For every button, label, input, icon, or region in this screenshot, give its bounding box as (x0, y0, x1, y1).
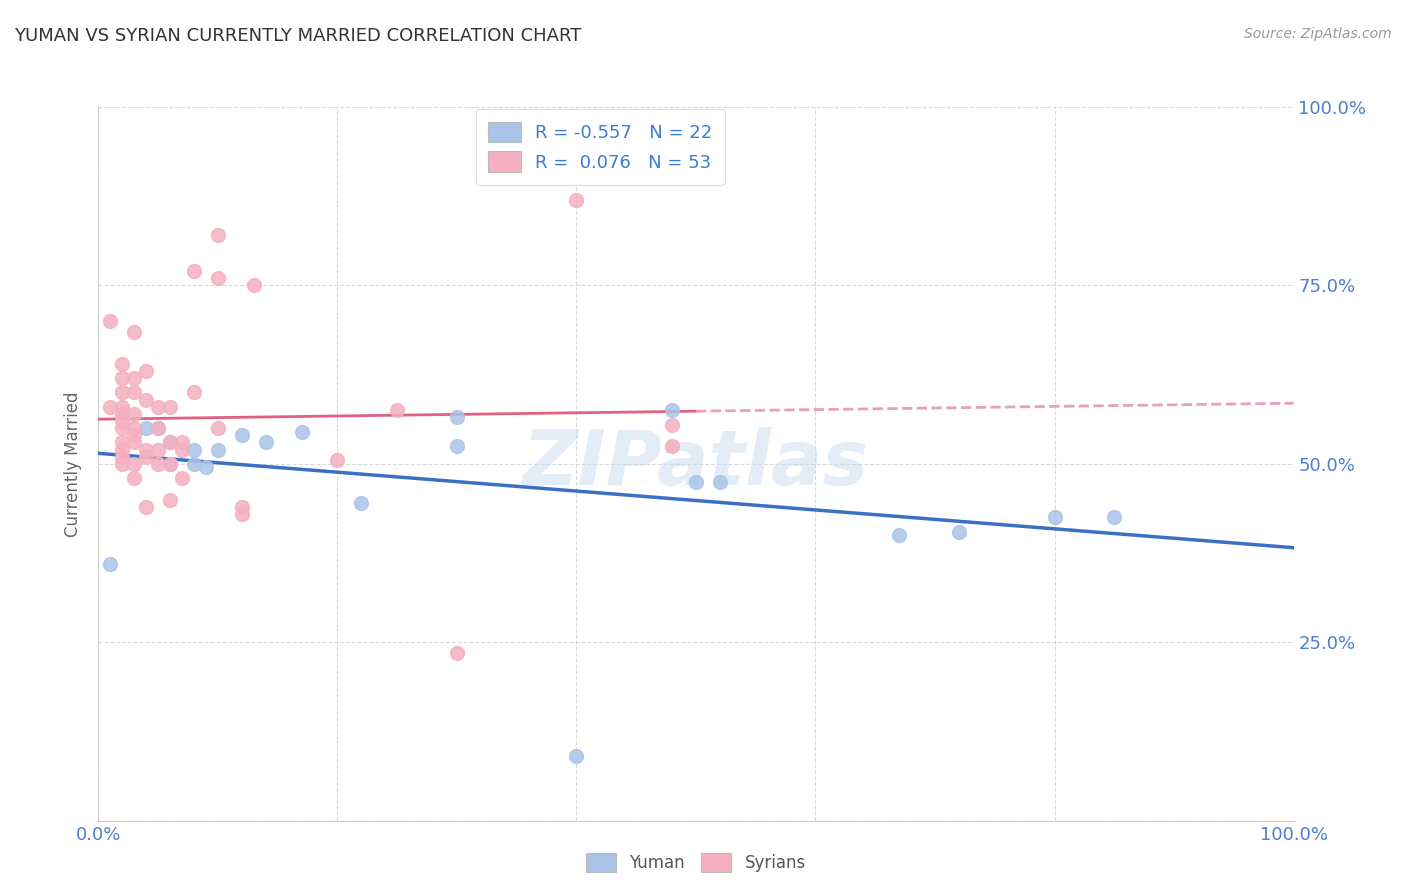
Point (111, 457, 134, 471)
Point (385, 403, 409, 417)
Point (207, 271, 229, 285)
Point (1102, 510, 1125, 524)
Point (148, 400, 170, 414)
Point (135, 392, 157, 407)
Point (111, 407, 134, 421)
Point (172, 435, 194, 450)
Point (111, 400, 134, 414)
Point (124, 421, 146, 435)
Point (159, 492, 181, 507)
Point (231, 500, 253, 514)
Point (111, 442, 134, 457)
Point (183, 442, 205, 457)
Point (135, 421, 157, 435)
Point (661, 439, 683, 453)
Point (124, 371, 146, 385)
Point (124, 325, 146, 339)
Point (207, 421, 229, 435)
Point (98, 557, 122, 571)
Point (111, 385, 134, 400)
Point (254, 435, 277, 450)
Point (183, 385, 205, 400)
Point (98, 314, 122, 328)
Point (183, 264, 205, 278)
Point (135, 450, 157, 464)
Point (350, 496, 373, 510)
Point (685, 475, 707, 489)
Point (159, 400, 181, 414)
Point (243, 278, 266, 293)
Text: YUMAN VS SYRIAN CURRENTLY MARRIED CORRELATION CHART: YUMAN VS SYRIAN CURRENTLY MARRIED CORREL… (14, 27, 582, 45)
Point (124, 457, 146, 471)
Point (231, 428, 253, 442)
Point (111, 450, 134, 464)
Point (709, 475, 731, 489)
Point (124, 435, 146, 450)
Point (124, 385, 146, 400)
Point (291, 425, 314, 439)
Point (948, 524, 970, 539)
Point (124, 407, 146, 421)
Point (148, 421, 170, 435)
Point (207, 442, 229, 457)
Point (148, 442, 170, 457)
Point (111, 357, 134, 371)
Point (565, 193, 588, 207)
Point (661, 403, 683, 417)
Point (159, 457, 181, 471)
Point (111, 435, 134, 450)
Point (159, 435, 181, 450)
Point (111, 414, 134, 428)
Point (565, 749, 588, 764)
Point (111, 371, 134, 385)
Text: ZIPatlas: ZIPatlas (523, 427, 869, 500)
Point (446, 646, 468, 660)
Point (124, 471, 146, 485)
Point (148, 457, 170, 471)
Point (194, 460, 218, 475)
Point (98, 400, 122, 414)
Point (446, 410, 468, 425)
Point (207, 228, 229, 243)
Point (172, 442, 194, 457)
Point (183, 457, 205, 471)
Point (124, 428, 146, 442)
Point (172, 471, 194, 485)
Point (446, 439, 468, 453)
Point (135, 442, 157, 457)
Point (889, 528, 911, 542)
Point (159, 457, 181, 471)
Point (159, 435, 181, 450)
Y-axis label: Currently Married: Currently Married (65, 391, 83, 537)
Point (148, 421, 170, 435)
Point (326, 453, 349, 467)
Point (135, 364, 157, 378)
Point (111, 421, 134, 435)
Legend: Yuman, Syrians: Yuman, Syrians (578, 844, 814, 880)
Point (661, 417, 683, 432)
Point (1043, 510, 1066, 524)
Text: Source: ZipAtlas.com: Source: ZipAtlas.com (1244, 27, 1392, 41)
Point (135, 500, 157, 514)
Point (231, 507, 253, 521)
